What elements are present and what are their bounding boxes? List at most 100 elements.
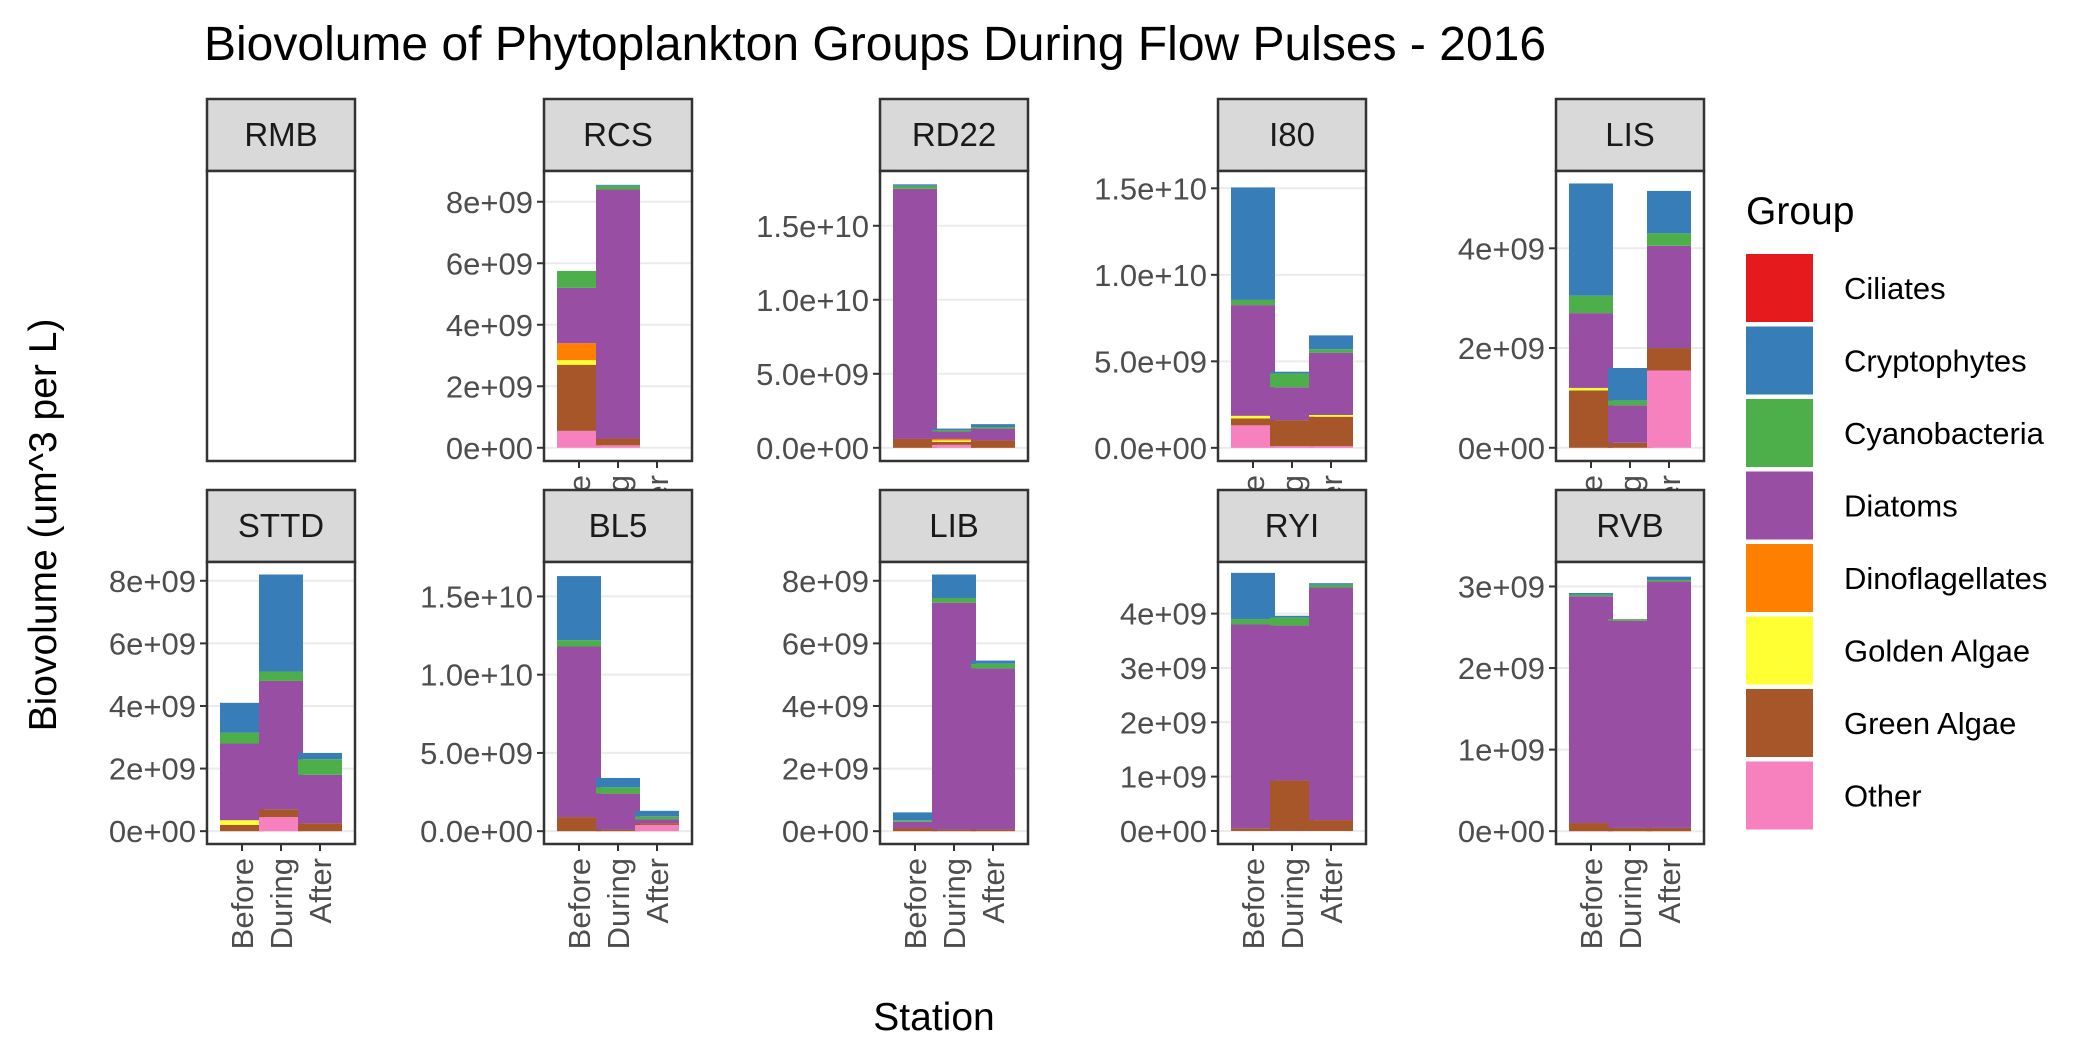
bar-segment-cryptophytes <box>1309 335 1353 350</box>
bar-segment-diatoms <box>1231 624 1275 829</box>
bar-segment-green-algae <box>893 828 937 832</box>
y-tick-label: 2e+09 <box>446 369 533 404</box>
bar-segment-cyanobacteria <box>1231 299 1275 306</box>
bar-segment-other <box>259 817 303 832</box>
bar-segment-green-algae <box>220 824 264 832</box>
facet-strip-label: STTD <box>238 507 324 544</box>
facet-strip <box>878 97 1030 173</box>
facet-strip-label: I80 <box>1269 116 1315 153</box>
bar-segment-green-algae <box>971 440 1015 448</box>
y-tick-label: 2e+09 <box>109 752 196 787</box>
legend-label: Dinoflagellates <box>1844 561 2047 596</box>
legend-item-cyanobacteria: Cyanobacteria <box>1746 399 2045 467</box>
bar-segment-other <box>1270 446 1314 448</box>
y-tick-label: 0.0e+00 <box>420 814 533 849</box>
legend-swatch <box>1746 399 1813 467</box>
y-tick-label: 3e+09 <box>1458 569 1545 604</box>
facet-strip <box>878 488 1030 564</box>
y-tick-label: 1.5e+10 <box>420 579 533 614</box>
bar-segment-other <box>1231 425 1275 448</box>
legend: Group Ciliates Cryptophytes Cyanobacteria D… <box>1746 190 2047 830</box>
bar-segment-green-algae <box>932 441 976 445</box>
bar-segment-other <box>932 444 976 448</box>
bar-segment-diatoms <box>557 287 601 344</box>
bar-segment-green-algae <box>1608 442 1652 448</box>
bar-segment-cyanobacteria <box>1569 295 1613 314</box>
facet-bl5: BL5 0.0e+00 5.0e+09 1.0e+10 1.5e+10 Before Dur… <box>420 488 694 949</box>
facet-sttd: STTD 0e+00 2e+09 4e+09 6e+09 8e+09 Before Durin… <box>109 488 357 949</box>
bar-segment-green-algae <box>1647 827 1691 832</box>
y-tick-label: 4e+09 <box>109 689 196 724</box>
bar-segment-golden-algae <box>1309 414 1353 417</box>
bar-segment-cyanobacteria <box>1309 584 1353 588</box>
facet-rmb: RMB <box>205 97 357 463</box>
bar-segment-diatoms <box>1647 581 1691 828</box>
bar-segment-cyanobacteria <box>596 185 640 190</box>
legend-label: Other <box>1844 779 1922 814</box>
bar-segment-golden-algae <box>220 820 264 825</box>
bar-segment-cyanobacteria <box>596 787 640 794</box>
bar-segment-cryptophytes <box>1647 576 1691 580</box>
legend-item-other: Other <box>1746 761 1922 830</box>
bar-segment-diatoms <box>259 680 303 810</box>
x-tick-label: During <box>264 858 299 949</box>
facet-strip <box>1554 488 1706 564</box>
legend-item-golden-algae: Golden Algae <box>1746 616 2030 685</box>
bar-segment-cryptophytes <box>1569 183 1613 296</box>
bar-segment-cryptophytes <box>971 660 1015 664</box>
y-tick-label: 1.0e+10 <box>756 283 869 318</box>
facet-strip-label: LIS <box>1605 116 1655 153</box>
legend-swatch <box>1746 471 1813 540</box>
x-tick-label: During <box>937 858 972 949</box>
x-tick-label: Before <box>562 858 597 949</box>
bar-segment-cyanobacteria <box>259 671 303 681</box>
bar-segment-green-algae <box>557 364 601 431</box>
y-tick-label: 1e+09 <box>1120 760 1207 795</box>
legend-label: Diatoms <box>1844 489 1958 524</box>
bar-segment-diatoms <box>1270 387 1314 421</box>
y-tick-label: 4e+09 <box>1120 597 1207 632</box>
x-tick-label: After <box>976 858 1011 923</box>
bar-segment-cryptophytes <box>1270 615 1314 618</box>
legend-item-green-algae: Green Algae <box>1746 689 2016 757</box>
bar-segment-diatoms <box>1608 405 1652 443</box>
bar-segment-cryptophytes <box>1231 187 1275 300</box>
facet-panels: RMBRCS0e+002e+094e+096e+098e+09BeforeDur… <box>109 97 1706 949</box>
legend-label: Cyanobacteria <box>1844 416 2045 451</box>
bar-segment-cyanobacteria <box>1608 400 1652 406</box>
bar-segment-cryptophytes <box>893 184 937 186</box>
x-tick-label: After <box>640 858 675 923</box>
bar-segment-green-algae <box>971 829 1015 832</box>
bar-segment-diatoms <box>893 821 937 829</box>
bar-segment-cyanobacteria <box>932 430 976 432</box>
legend-label: Golden Algae <box>1844 634 2030 669</box>
x-axis-title: Station <box>873 996 994 1039</box>
y-tick-label: 1.5e+10 <box>756 209 869 244</box>
bar-segment-green-algae <box>1231 828 1275 831</box>
y-axis-title: Biovolume (um^3 per L) <box>22 319 65 732</box>
bar-segment-diatoms <box>1647 245 1691 349</box>
y-tick-label: 0.0e+00 <box>1094 431 1207 466</box>
bar-segment-diatoms <box>298 774 342 824</box>
legend-item-ciliates: Ciliates <box>1746 254 1946 322</box>
x-tick-label: Before <box>225 858 260 949</box>
bar-segment-green-algae <box>1569 390 1613 448</box>
bar-segment-diatoms <box>557 646 601 818</box>
bar-segment-other <box>596 445 640 448</box>
bar-segment-cryptophytes <box>1608 367 1652 401</box>
bar-segment-diatoms <box>932 602 976 830</box>
y-tick-label: 3e+09 <box>1120 651 1207 686</box>
facet-rvb: RVB 0e+00 1e+09 2e+09 3e+09 Before During After <box>1458 488 1706 949</box>
facet-strip-label: RVB <box>1596 507 1663 544</box>
y-tick-label: 4e+09 <box>1458 231 1545 266</box>
bar-segment-cyanobacteria <box>893 185 937 189</box>
legend-label: Green Algae <box>1844 706 2016 741</box>
bar-segment-diatoms <box>596 189 640 439</box>
x-tick-label: After <box>1314 858 1349 923</box>
facet-panel-border <box>205 169 357 463</box>
legend-swatch <box>1746 689 1813 757</box>
bar-segment-other <box>1309 446 1353 448</box>
bar-segment-cryptophytes <box>1309 583 1353 585</box>
y-tick-label: 0e+00 <box>1120 814 1207 849</box>
bar-segment-diatoms <box>596 793 640 830</box>
